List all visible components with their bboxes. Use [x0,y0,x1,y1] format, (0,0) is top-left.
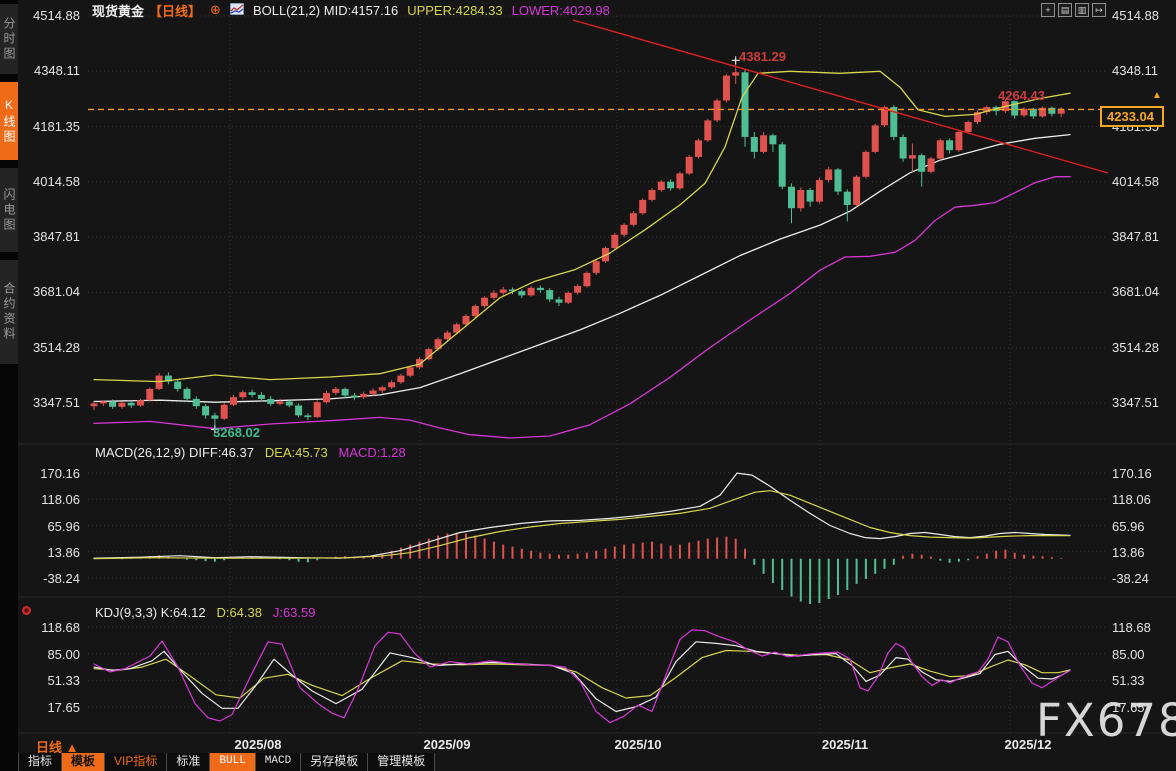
last-price-badge: 4233.04 [1100,106,1164,127]
macd-axis-label: 65.96 [1112,519,1145,534]
low-price-annotation: 3268.02 [213,425,260,440]
kdj-axis-label: 85.00 [1112,647,1145,662]
sidebar-tab-time-chart[interactable]: 分时图 [0,4,18,74]
macd-axis-label: 118.06 [41,492,80,507]
macd-axis-label: -38.24 [1112,571,1149,586]
macd-axis-label: 13.86 [1112,545,1145,560]
tab-templates[interactable]: 模板 [62,753,106,771]
price-up-arrow-icon: ▲ [1152,90,1162,101]
second-high-annotation: 4264.43 [998,88,1045,103]
kdj-axis-label: 51.33 [47,673,80,688]
tab-vip-indicators[interactable]: VIP指标 [105,753,168,771]
macd-axis-label: 118.06 [1112,492,1151,507]
chart-type-icon[interactable] [229,2,245,18]
price-axis-label: 4014.58 [1112,174,1159,189]
kdj-axis-label: 17.65 [1112,700,1145,715]
macd-dea-value: DEA:45.73 [264,445,328,460]
price-axis-label: 3347.51 [33,395,80,410]
kdj-axis-label: 118.68 [1112,620,1151,635]
price-axis-label: 3847.81 [33,229,80,244]
bottom-toolbar: 指标 模板 VIP指标 标准 BULL MACD 另存模板 管理模板 [18,753,436,771]
alert-dot-icon[interactable] [22,606,31,615]
price-axis-label: 4348.11 [33,63,80,78]
price-axis-label: 4181.35 [33,119,80,134]
price-axis-label: 3847.81 [1112,229,1159,244]
price-axis-label: 3681.04 [1112,284,1159,299]
tab-macd-template[interactable]: MACD [256,753,302,771]
macd-axis-label: 170.16 [1112,466,1152,481]
kdj-title: KDJ(9,3,3) [95,605,158,620]
price-axis-label: 3681.04 [33,284,80,299]
sidebar-tab-label: 合约资料 [2,282,16,342]
boll-upper-value: UPPER:4284.33 [407,2,503,18]
macd-panel-header: MACD(26,12,9) DIFF:46.37 DEA:45.73 MACD:… [95,445,406,460]
sidebar-tab-label: 闪电图 [2,187,16,233]
macd-diff-value: DIFF:46.37 [188,445,254,460]
kdj-j-value: J:63.59 [272,605,316,620]
watermark-logo: FX678 [1036,694,1176,747]
shift-right-icon[interactable]: ↦ [1092,3,1106,17]
macd-axis-label: 65.96 [47,519,80,534]
left-axis-pane-icon[interactable]: ▤ [1058,3,1072,17]
date-axis-label: 2025/11 [821,737,869,752]
price-axis-label: 3347.51 [1112,395,1159,410]
sidebar-tab-kline-chart[interactable]: K线图 [0,82,18,160]
price-axis-label: 4348.11 [1112,63,1159,78]
sidebar-tab-contract-info[interactable]: 合约资料 [0,260,18,364]
kdj-axis-label: 51.33 [1112,673,1145,688]
chart-header: 现货黄金 【日线】 ⊕ BOLL(21,2) MID:4157.16 UPPER… [92,2,610,19]
tab-standard[interactable]: 标准 [167,753,211,771]
symbol-name: 现货黄金 [92,3,145,19]
sidebar-tab-label: 分时图 [2,16,16,62]
timeframe-selector[interactable]: 日线 ▲ [36,740,79,755]
date-axis-label: 2025/12 [1004,737,1052,752]
boll-lower-value: LOWER:4029.98 [511,2,610,18]
tab-bull-template[interactable]: BULL [210,753,256,771]
tab-indicators[interactable]: 指标 [18,753,63,771]
date-axis-label: 2025/08 [234,737,282,752]
high-price-annotation: 4381.29 [739,49,786,64]
sidebar-tab-flash-chart[interactable]: 闪电图 [0,168,18,252]
boll-indicator-label: BOLL(21,2) MID:4157.16 [252,2,399,18]
macd-axis-label: 13.86 [47,545,80,560]
price-axis-label: 4014.58 [33,174,80,189]
sidebar-tab-label: K线图 [2,97,16,145]
right-axis-pane-icon[interactable]: ▥ [1075,3,1089,17]
macd-title: MACD(26,12,9) [95,445,186,460]
macd-axis-label: -38.24 [43,571,80,586]
macd-axis-label: 170.16 [40,466,80,481]
kdj-panel-header: KDJ(9,3,3) K:64.12 D:64.38 J:63.59 [95,605,315,620]
date-axis-label: 2025/09 [423,737,471,752]
price-axis-label: 3514.28 [1112,340,1159,355]
price-axis-label: 3514.28 [33,340,80,355]
kdj-axis-label: 118.68 [41,620,80,635]
manage-templates-button[interactable]: 管理模板 [368,753,436,771]
price-axis-label: 4514.88 [1112,8,1159,23]
boll-mid-value: MID:4157.16 [323,2,399,18]
save-template-button[interactable]: 另存模板 [301,753,369,771]
chart-tool-icons: + ▤ ▥ ↦ [1041,3,1106,17]
kdj-axis-label: 17.65 [47,700,80,715]
period-label: 【日线】 [149,3,202,19]
add-indicator-icon[interactable]: ⊕ [210,2,221,17]
kdj-d-value: D:64.38 [216,605,262,620]
macd-hist-value: MACD:1.28 [338,445,406,460]
price-axis-label: 4514.88 [33,8,80,23]
left-sidebar: 分时图 K线图 闪电图 合约资料 [0,0,18,771]
crosshair-tool-icon[interactable]: + [1041,3,1055,17]
kdj-axis-label: 85.00 [47,647,80,662]
date-axis-label: 2025/10 [614,737,662,752]
kdj-k-value: K:64.12 [160,605,206,620]
